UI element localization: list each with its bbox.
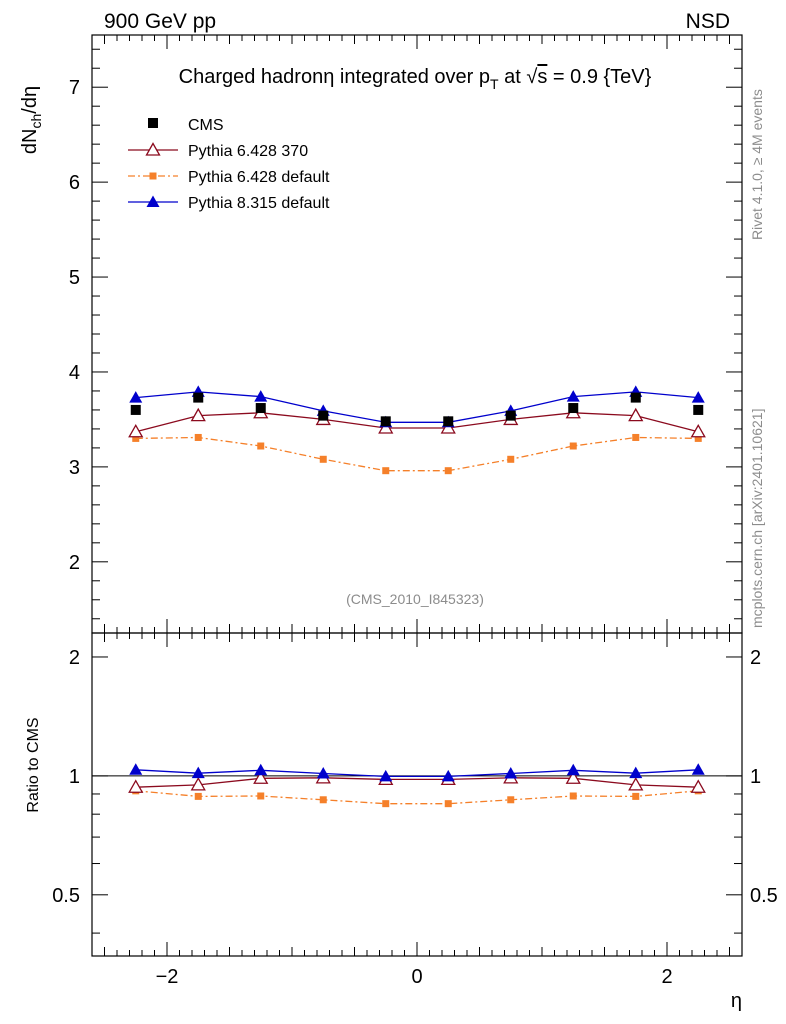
main-pydef-point xyxy=(319,455,327,463)
rivet-label: Rivet 4.1.0, ≥ 4M events xyxy=(749,89,765,240)
x-tick-label: −2 xyxy=(156,966,179,988)
ratio-py370-point xyxy=(190,777,206,791)
main-cms-point xyxy=(693,404,704,415)
ratio-pydef-point xyxy=(507,796,515,804)
ratio-py370-point xyxy=(628,777,644,791)
ratio-py370-point xyxy=(565,770,581,784)
main-py370-line xyxy=(135,412,699,433)
legend-label-cms: CMS xyxy=(188,117,224,134)
main-cms-point xyxy=(443,416,454,427)
main-cms-point xyxy=(630,392,641,403)
mcplots-label: mcplots.cern.ch [arXiv:2401.10621] xyxy=(749,409,765,628)
ratio-py8-point xyxy=(629,766,643,779)
main-cms-point xyxy=(568,403,579,414)
main-pydef-point xyxy=(194,433,202,441)
y-tick-label: 5 xyxy=(69,267,80,289)
main-py370-point xyxy=(128,423,144,438)
x-tick-label: 2 xyxy=(661,966,672,988)
main-pydef-point xyxy=(632,433,640,441)
y-tick-labels: 2 3 4 5 6 7 xyxy=(69,77,80,574)
legend: CMS Pythia 6.428 370 Pythia 6.428 defaul… xyxy=(128,117,330,212)
y-tick-label: 3 xyxy=(69,457,80,479)
ratio-pydef-line xyxy=(135,790,699,805)
axis-ticks xyxy=(91,35,743,956)
y-tick-label: 4 xyxy=(69,362,80,384)
main-pydef-point xyxy=(382,467,390,475)
main-pydef-point xyxy=(694,434,702,442)
ratio-tick-label-left: 0.5 xyxy=(52,885,80,907)
ratio-plot-frame xyxy=(91,632,743,957)
main-py8-point xyxy=(691,391,705,403)
main-pydef-point xyxy=(507,455,515,463)
ratio-tick-labels: 0.5 0.5 1 1 2 2 xyxy=(52,647,778,907)
main-py8-point xyxy=(129,391,143,403)
legend-marker-py370 xyxy=(145,142,161,156)
legend-marker-py8 xyxy=(146,195,160,207)
ratio-py370-line xyxy=(135,777,699,788)
legend-marker-pydef xyxy=(149,172,157,180)
ratio-pydef-point xyxy=(632,792,640,800)
ratio-py8-line xyxy=(135,769,699,778)
legend-label-py8: Pythia 8.315 default xyxy=(188,195,330,212)
y-tick-label: 2 xyxy=(69,552,80,574)
energy-label: 900 GeV pp xyxy=(104,10,216,33)
main-cms-point xyxy=(193,392,204,403)
main-py370-point xyxy=(628,407,644,422)
chart-title: Charged hadronη integrated over pT at √s… xyxy=(179,66,652,92)
main-pydef-point xyxy=(132,434,140,442)
main-cms-point xyxy=(318,410,329,421)
ratio-tick-label-right: 2 xyxy=(750,647,761,669)
ratio-pydef-point xyxy=(382,800,390,808)
ratio-py370-point xyxy=(690,779,706,793)
ratio-tick-label-right: 0.5 xyxy=(750,885,778,907)
main-cms-point xyxy=(130,404,141,415)
main-py8-line xyxy=(135,391,699,423)
main-pydef-point xyxy=(444,467,452,475)
main-py370-point xyxy=(190,407,206,422)
main-cms-point xyxy=(505,410,516,421)
ratio-y-axis-label: Ratio to CMS xyxy=(25,717,42,812)
y-tick-label: 7 xyxy=(69,77,80,99)
ratio-tick-label-right: 1 xyxy=(750,766,761,788)
ratio-py8-point xyxy=(379,769,393,782)
analysis-watermark: (CMS_2010_I845323) xyxy=(346,591,484,607)
x-tick-labels: −2 0 2 xyxy=(156,966,673,988)
ratio-py370-point xyxy=(253,770,269,784)
ratio-py8-point xyxy=(504,766,518,779)
ratio-pydef-point xyxy=(319,796,327,804)
ratio-py8-point xyxy=(254,763,268,776)
ratio-pydef-point xyxy=(444,800,452,808)
main-py370-point xyxy=(690,423,706,438)
ratio-py8-point xyxy=(191,766,205,779)
ratio-tick-label-left: 1 xyxy=(69,766,80,788)
ratio-py8-point xyxy=(316,766,330,779)
main-series-layer xyxy=(128,385,706,475)
main-cms-point xyxy=(380,416,391,427)
main-cms-point xyxy=(255,403,266,414)
ratio-tick-label-left: 2 xyxy=(69,647,80,669)
ratio-py8-point xyxy=(566,763,580,776)
x-axis-label: η xyxy=(731,990,742,1012)
process-label: NSD xyxy=(686,10,730,33)
legend-label-pydef: Pythia 6.428 default xyxy=(188,169,330,186)
legend-label-py370: Pythia 6.428 370 xyxy=(188,143,308,160)
main-py8-point xyxy=(566,390,580,402)
ratio-py370-point xyxy=(128,779,144,793)
ratio-pydef-point xyxy=(569,792,577,800)
main-pydef-point xyxy=(257,442,265,450)
ratio-py8-point xyxy=(441,769,455,782)
ratio-pydef-point xyxy=(257,792,265,800)
ratio-pydef-point xyxy=(194,792,202,800)
main-py8-point xyxy=(254,390,268,402)
y-tick-label: 6 xyxy=(69,172,80,194)
ratio-py8-point xyxy=(129,763,143,775)
x-tick-label: 0 xyxy=(411,966,422,988)
y-axis-label: dNch/dη xyxy=(19,86,44,154)
ratio-py8-point xyxy=(691,763,705,775)
ratio-series-layer xyxy=(128,763,706,808)
main-pydef-line xyxy=(135,436,699,472)
legend-marker-cms xyxy=(148,118,158,128)
main-pydef-point xyxy=(569,442,577,450)
